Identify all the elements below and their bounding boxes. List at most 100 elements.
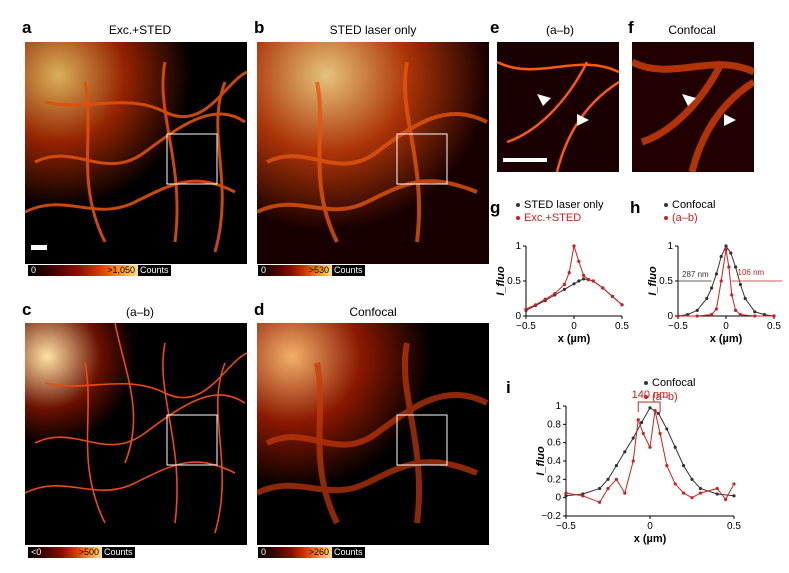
colorbar-max-b: >530 [308,265,329,275]
x-tick-label-h-0: −0.5 [668,321,688,332]
legend-label-g-1: Exc.+STED [524,212,581,224]
y-tick-label-i-5: 0.8 [547,419,561,430]
colorbar-unit-b: Counts [332,265,365,276]
data-point-i-0-15 [715,492,719,496]
data-point-h-0-11 [743,296,747,301]
data-point-i-1-13 [673,482,677,486]
data-point-i-0-7 [640,420,644,425]
data-point-i-1-19 [732,482,736,486]
y-tick-label-g-1: 0.5 [507,276,521,287]
data-point-i-1-16 [698,491,702,495]
data-point-i-0-11 [673,445,677,449]
data-point-g-1-0 [524,307,528,311]
x-tick-label-h-1: 0 [723,321,729,332]
panel-label-i: i [506,378,511,397]
data-point-h-1-3 [714,307,718,311]
y-tick-label-i-1: 0 [555,493,561,504]
y-tick-label-g-0: 0 [515,311,521,322]
colorbar-b: 0 >530 Counts [258,265,365,276]
data-point-h-1-8 [734,308,738,312]
separation-bracket [637,401,661,412]
filament-texture-d [257,323,489,545]
filament-texture-a [25,42,247,264]
annotation-i-0: 140 nm [632,389,669,401]
plot-h: −0.5 0 0.500.51x (µm)I_fluoConfocal(a–b)28… [647,199,782,345]
plot-i: −0.5 0 0.5 −0.2 0 0.2 0.4 0.6 0.8 1 x (µm) I_fluo Co… [535,377,741,545]
colorbar-unit-c: Counts [102,547,135,558]
filament-texture-f [632,42,754,172]
y-tick-label-h-1: 0.5 [659,276,673,287]
data-point-i-0-6 [631,436,635,440]
colorbar-a: 0 >1,050 Counts [28,265,171,276]
data-point-i-1-12 [665,463,669,468]
data-point-i-1-5 [623,491,627,495]
legend-marker-g-0 [516,203,520,207]
y-axis-label-g: I_fluo [495,266,507,296]
data-point-i-0-5 [623,450,627,454]
y-tick-label-i-2: 0.2 [547,474,561,485]
colorbar-min-b: 0 [261,265,267,275]
panel-label-f: f [628,18,634,37]
x-tick-label-i-0: −0.5 [556,521,576,532]
series-line-i-1 [565,410,735,503]
data-point-i-0-13 [690,477,694,481]
panel-label-d: d [254,300,265,319]
colorbar-unit-d: Counts [332,547,365,558]
x-tick-label-h-2: 0.5 [767,321,781,332]
data-point-g-0-4 [562,287,566,291]
microscopy-image-f [632,42,754,172]
data-point-g-1-7 [577,259,581,263]
panel-label-b: b [254,18,265,37]
panel-label-h: h [630,198,641,217]
data-point-i-0-10 [665,427,669,431]
data-point-i-1-15 [690,496,694,500]
annotation-h-0: 287 nm [682,270,709,279]
legend-marker-i-0 [644,381,648,385]
data-point-h-0-5 [714,272,718,276]
data-point-i-1-18 [724,497,728,502]
data-point-h-1-5 [724,247,728,252]
colorbar-max-d: >260 [308,547,329,557]
data-point-i-0-2 [598,486,602,491]
microscopy-image-a [25,42,247,264]
x-tick-label-g-0: −0.5 [516,321,536,332]
panel-label-c: c [22,300,32,319]
microscopy-image-c [25,323,247,545]
data-point-i-0-0 [564,494,568,498]
series-line-h-1 [678,249,774,317]
colorbar-min-c: <0 [31,547,42,557]
legend-label-i-0: Confocal [652,377,695,389]
panel-label-a: a [22,18,32,37]
data-point-g-0-6 [577,279,581,283]
x-tick-label-g-2: 0.5 [615,321,629,332]
data-point-i-1-0 [564,491,568,495]
colorbar-max-c: >500 [78,547,99,557]
x-tick-label-g-1: 0 [571,321,577,332]
series-line-g-1 [525,245,623,310]
panel-title-b: STED laser only [329,23,417,37]
data-point-i-0-8 [648,406,652,410]
data-point-h-1-2 [710,313,714,317]
panel-title-f: Confocal [668,23,716,37]
y-tick-label-i-6: 1 [555,401,561,412]
data-point-i-0-14 [698,486,702,491]
data-point-h-0-6 [719,254,723,259]
data-point-h-0-12 [753,310,757,314]
data-point-g-1-13 [620,303,624,307]
legend-marker-h-0 [664,203,668,207]
colorbar-min-d: 0 [261,547,267,557]
data-point-h-1-9 [738,313,742,317]
data-point-h-0-1 [686,313,690,317]
panel-label-g: g [490,198,501,217]
data-point-i-0-3 [606,477,610,481]
y-tick-label-i-0: −0.2 [541,511,561,522]
x-tick-label-i-2: 0.5 [727,521,741,532]
y-tick-label-h-0: 0 [667,311,673,322]
y-axis-label-h: I_fluo [647,266,659,296]
data-point-i-1-3 [606,486,610,491]
filament-texture-c [25,323,247,545]
data-point-i-1-6 [631,459,635,463]
data-point-h-0-8 [729,251,733,255]
y-tick-label-i-3: 0.4 [547,456,561,467]
